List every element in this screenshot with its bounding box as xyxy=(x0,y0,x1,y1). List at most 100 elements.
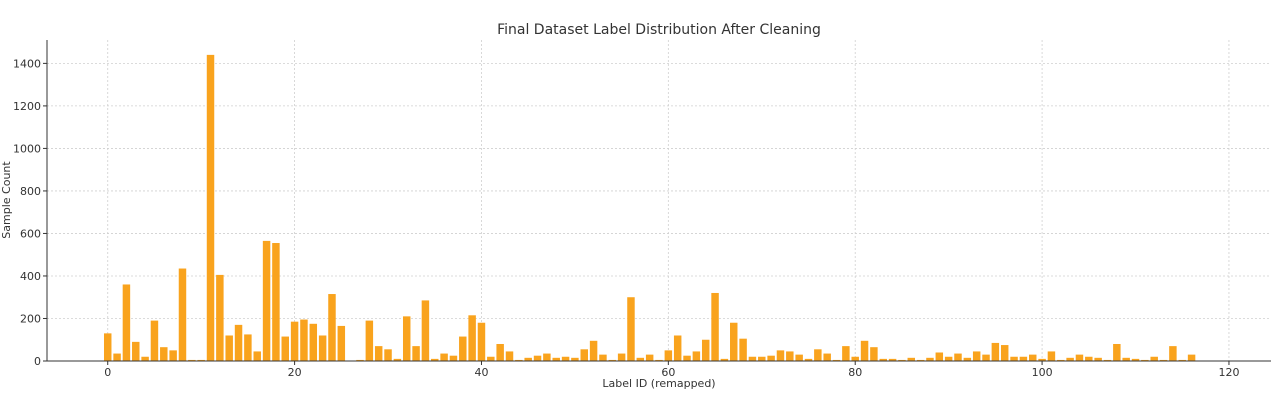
bar xyxy=(103,333,112,361)
bar xyxy=(272,243,280,361)
x-tick-label: 40 xyxy=(474,366,488,379)
bar xyxy=(851,356,859,361)
bar xyxy=(711,292,719,361)
bar xyxy=(281,336,289,361)
bar xyxy=(720,358,729,361)
bar xyxy=(374,346,383,361)
bar xyxy=(262,240,271,361)
bar xyxy=(543,353,551,361)
bar xyxy=(991,342,1000,361)
bar xyxy=(216,274,224,361)
bar xyxy=(1103,359,1112,361)
bar xyxy=(599,354,607,361)
bar xyxy=(141,356,149,361)
bar xyxy=(730,322,738,361)
bar xyxy=(1066,357,1074,361)
bar xyxy=(431,358,439,361)
bar xyxy=(533,355,542,361)
bar xyxy=(758,356,766,361)
bar xyxy=(197,359,205,361)
bar xyxy=(804,358,813,361)
x-tick-label: 80 xyxy=(848,366,862,379)
bar xyxy=(412,346,420,361)
y-tick-label: 200 xyxy=(20,312,41,325)
bar xyxy=(1113,343,1121,361)
bar xyxy=(356,359,364,361)
x-axis-label: Label ID (remapped) xyxy=(602,377,715,390)
bar xyxy=(1094,357,1102,361)
bar xyxy=(244,334,252,361)
bar xyxy=(440,353,448,361)
x-tick-label: 0 xyxy=(104,366,111,379)
bar xyxy=(393,358,402,361)
bar xyxy=(767,355,775,361)
bar xyxy=(580,349,588,361)
bar xyxy=(487,356,495,361)
bar xyxy=(786,351,794,361)
bar xyxy=(515,359,523,361)
bar xyxy=(1169,346,1177,361)
bar xyxy=(1178,359,1186,361)
bar xyxy=(1150,356,1158,361)
bar xyxy=(169,350,177,361)
bar xyxy=(814,349,822,361)
bar xyxy=(402,316,411,361)
y-tick-label: 1000 xyxy=(13,142,41,155)
bar xyxy=(655,359,663,361)
bar xyxy=(898,359,906,361)
bar xyxy=(459,336,467,361)
bar xyxy=(113,353,121,361)
chart-title: Final Dataset Label Distribution After C… xyxy=(497,22,821,38)
bar xyxy=(505,351,514,361)
bar xyxy=(972,351,981,361)
bar xyxy=(178,268,187,361)
bar xyxy=(552,357,560,361)
bar xyxy=(337,325,346,361)
bar xyxy=(982,354,990,361)
bar xyxy=(421,300,430,361)
bar xyxy=(627,297,635,361)
bar xyxy=(795,354,803,361)
grid-layer xyxy=(47,40,1271,362)
bar xyxy=(496,343,504,361)
bar xyxy=(1122,357,1130,361)
bar xyxy=(748,356,757,361)
y-tick-label: 600 xyxy=(20,227,41,240)
bar xyxy=(468,315,476,361)
bar xyxy=(365,320,374,361)
bar xyxy=(916,359,925,361)
x-tick-label: 120 xyxy=(1218,366,1239,379)
bar xyxy=(832,359,841,361)
bar xyxy=(683,355,691,361)
bar xyxy=(477,322,486,361)
y-tick-label: 1200 xyxy=(13,100,41,113)
bar xyxy=(963,357,972,361)
bar xyxy=(132,341,140,361)
bar xyxy=(1047,351,1056,361)
x-tick-label: 60 xyxy=(661,366,675,379)
y-tick-label: 1400 xyxy=(13,57,41,70)
bar xyxy=(253,351,261,361)
bars-layer xyxy=(103,54,1196,361)
bar xyxy=(692,351,701,361)
bar xyxy=(823,353,831,361)
bar xyxy=(935,352,944,361)
bar xyxy=(860,340,869,361)
bar xyxy=(888,358,897,361)
bar xyxy=(617,353,626,361)
bar xyxy=(1038,358,1046,361)
x-tick-label: 100 xyxy=(1032,366,1053,379)
y-axis-label: Sample Count xyxy=(0,161,13,239)
bar xyxy=(1187,354,1196,361)
bar xyxy=(150,320,159,361)
bar xyxy=(636,357,645,361)
bar xyxy=(608,359,617,361)
y-tick-label: 800 xyxy=(20,185,41,198)
bar xyxy=(1029,354,1037,361)
bar xyxy=(290,321,299,361)
bar xyxy=(1085,356,1093,361)
bar xyxy=(954,353,962,361)
x-tick-label: 20 xyxy=(288,366,302,379)
